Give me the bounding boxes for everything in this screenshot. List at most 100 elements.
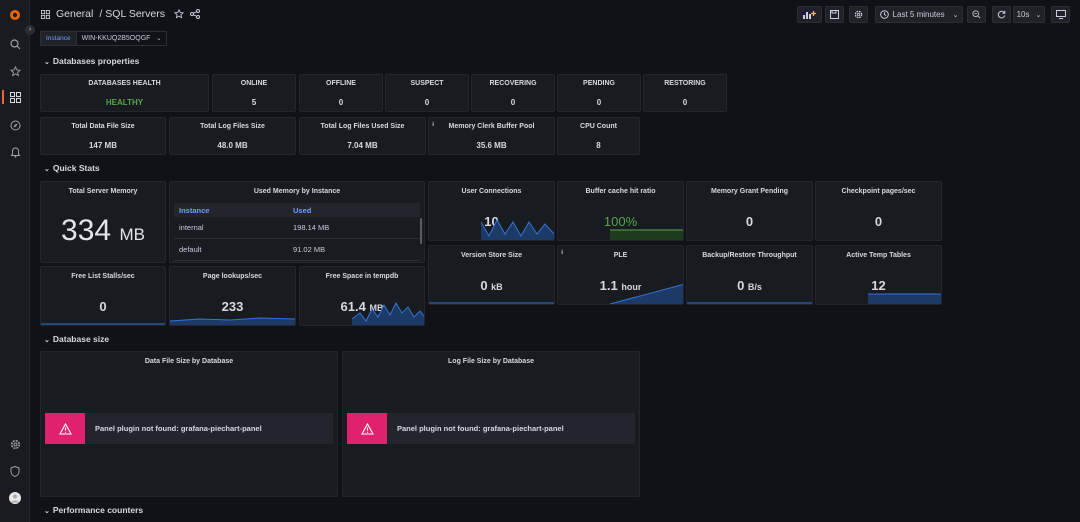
row-databases-properties[interactable]: ⌄ Databases properties [44, 56, 139, 66]
panel-pending[interactable]: PENDING 0 [557, 74, 641, 112]
panel-user-connections[interactable]: User Connections 10 [428, 181, 555, 241]
gear-icon [854, 10, 863, 19]
panel-total-server-memory[interactable]: Total Server Memory 334 MB [40, 181, 166, 263]
explore-icon[interactable] [9, 119, 21, 131]
panel-total-log-files-size[interactable]: Total Log Files Size 48.0 MB [169, 117, 296, 155]
panel-value: HEALTHY [105, 98, 144, 107]
panel-ple[interactable]: ℹ PLE 1.1 hour [557, 245, 684, 305]
panel-title: Total Data File Size [71, 123, 135, 130]
panel-title: Log File Size by Database [448, 358, 534, 365]
panel-databases-health[interactable]: DATABASES HEALTH HEALTHY [40, 74, 209, 112]
panel-value: 0 [745, 214, 754, 229]
column-header-instance[interactable]: Instance [179, 205, 210, 215]
panel-cpu-count[interactable]: CPU Count 8 [557, 117, 640, 155]
panel-free-space-tempdb[interactable]: Free Space in tempdb 61.4 MB [299, 266, 425, 326]
alerting-bell-icon[interactable] [9, 146, 21, 158]
panel-value: 7.04 MB [347, 141, 378, 150]
time-range-picker[interactable]: Last 5 minutes ⌄ [875, 6, 963, 23]
used-memory-table: Instance Used internal 198.14 MB default… [174, 203, 420, 261]
ple-sparkline [610, 284, 683, 304]
panel-buffer-cache-hit-ratio[interactable]: Buffer cache hit ratio 100% [557, 181, 684, 241]
panel-version-store-size[interactable]: Version Store Size 0 kB [428, 245, 555, 305]
panel-title: Active Temp Tables [846, 252, 911, 259]
instance-select-value: WIN-KKUQ2B5OQGF [81, 35, 151, 42]
panel-title: Memory Grant Pending [710, 188, 788, 195]
tv-mode-button[interactable] [1051, 6, 1070, 23]
table-scrollbar[interactable] [420, 218, 422, 244]
panel-title: Total Log Files Used Size [320, 123, 405, 130]
share-icon[interactable] [190, 9, 200, 19]
panel-checkpoint-pages[interactable]: Checkpoint pages/sec 0 [815, 181, 942, 241]
chevron-down-icon: ⌄ [156, 36, 162, 42]
cell-used: 91.02 MB [293, 245, 326, 254]
panel-used-memory-by-instance[interactable]: Used Memory by Instance Instance Used in… [169, 181, 425, 263]
panel-active-temp-tables[interactable]: Active Temp Tables 12 [815, 245, 942, 305]
info-icon[interactable]: ℹ [561, 250, 564, 256]
panel-title: Version Store Size [460, 252, 523, 259]
search-icon[interactable] [9, 38, 21, 50]
gear-icon[interactable] [9, 438, 21, 450]
refresh-button[interactable] [992, 6, 1011, 23]
row-database-size[interactable]: ⌄ Database size [44, 334, 109, 344]
panel-value: 12 [871, 278, 886, 293]
grafana-logo-icon[interactable] [9, 9, 21, 21]
breadcrumb-folder[interactable]: General [56, 8, 94, 20]
panel-value: 5 [251, 98, 257, 107]
breadcrumb-dashboard[interactable]: SQL Servers [105, 8, 165, 20]
panel-log-file-size-by-database[interactable]: Log File Size by Database Panel plugin n… [342, 351, 640, 497]
cell-instance: default [179, 245, 202, 254]
value-unit: B/s [747, 282, 762, 292]
panel-memory-grant-pending[interactable]: Memory Grant Pending 0 [686, 181, 813, 241]
side-nav [0, 0, 30, 522]
panel-online[interactable]: ONLINE 5 [212, 74, 296, 112]
value-number: 0 [737, 278, 745, 293]
panel-free-list-stalls[interactable]: Free List Stalls/sec 0 [40, 266, 166, 326]
row-quick-stats[interactable]: ⌄ Quick Stats [44, 163, 100, 173]
instance-select[interactable]: WIN-KKUQ2B5OQGF ⌄ [76, 31, 168, 46]
panel-title: RECOVERING [489, 80, 537, 87]
active-indicator [2, 90, 4, 104]
panel-data-file-size-by-database[interactable]: Data File Size by Database Panel plugin … [40, 351, 338, 497]
chevron-down-icon: ⌄ [44, 508, 50, 515]
panel-total-log-files-used-size[interactable]: Total Log Files Used Size 7.04 MB [299, 117, 426, 155]
avatar[interactable] [9, 492, 21, 504]
panel-offline[interactable]: OFFLINE 0 [299, 74, 383, 112]
panel-total-data-file-size[interactable]: Total Data File Size 147 MB [40, 117, 166, 155]
starred-icon[interactable] [9, 65, 21, 77]
star-icon[interactable] [174, 9, 184, 19]
add-panel-button[interactable] [797, 6, 822, 23]
panel-page-lookups[interactable]: Page lookups/sec 233 [169, 266, 296, 326]
backup-restore-sparkline [687, 302, 812, 304]
info-icon[interactable]: ℹ [432, 122, 435, 128]
panel-memory-clerk-buffer-pool[interactable]: ℹ Memory Clerk Buffer Pool 35.6 MB [428, 117, 555, 155]
monitor-icon [1055, 10, 1066, 19]
panel-value: 0 [874, 214, 883, 229]
panel-recovering[interactable]: RECOVERING 0 [471, 74, 555, 112]
zoom-out-icon [972, 10, 981, 19]
panel-title: RESTORING [664, 80, 706, 87]
warning-icon [347, 413, 387, 444]
row-performance-counters[interactable]: ⌄ Performance counters [44, 505, 143, 515]
panel-title: Buffer cache hit ratio [585, 188, 656, 195]
dashboard-settings-button[interactable] [849, 6, 868, 23]
panel-value: 1.1 hour [558, 278, 683, 293]
time-range-label: Last 5 minutes [892, 10, 945, 19]
dashboards-icon[interactable] [9, 91, 21, 103]
panel-suspect[interactable]: SUSPECT 0 [385, 74, 469, 112]
value-number: 61.4 [340, 299, 366, 314]
expand-nav-chevron-icon[interactable]: › [25, 25, 35, 35]
panel-title: Used Memory by Instance [253, 188, 341, 195]
column-header-used[interactable]: Used [293, 205, 312, 215]
panel-value: 0 B/s [687, 278, 812, 293]
panel-title: User Connections [461, 188, 522, 195]
shield-icon[interactable] [9, 465, 21, 477]
zoom-out-button[interactable] [967, 6, 986, 23]
panel-value: 233 [221, 299, 244, 314]
panel-backup-restore-throughput[interactable]: Backup/Restore Throughput 0 B/s [686, 245, 813, 305]
dashboards-icon [41, 9, 50, 19]
refresh-interval-picker[interactable]: 10s ⌄ [1013, 6, 1045, 23]
save-dashboard-button[interactable] [825, 6, 844, 23]
panel-restoring[interactable]: RESTORING 0 [643, 74, 727, 112]
add-panel-icon [803, 10, 816, 19]
panel-value: 0 [510, 98, 516, 107]
